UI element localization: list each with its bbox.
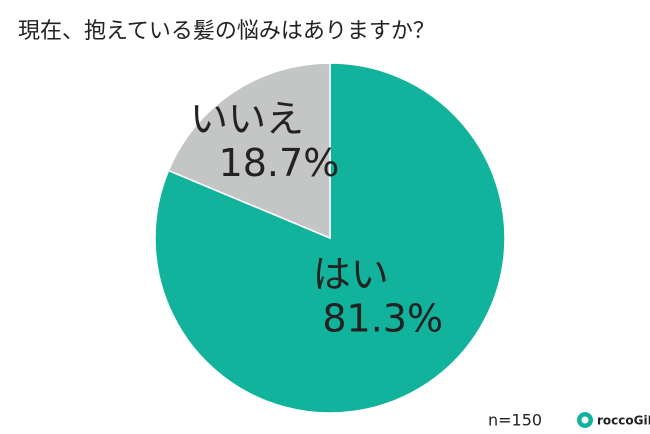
chart-title: 現在、抱えている髪の悩みはありますか？ [18,19,435,44]
slice-category-label: はい [313,253,389,297]
brand-logo: roccoGiRL [597,414,650,428]
sample-size-note: n=150 [488,411,542,430]
brand-logo-icon-inner [581,416,589,424]
pie-slice [167,62,331,240]
slice-category-label: いいえ [190,97,304,141]
slice-value-label: 18.7% [219,141,340,185]
slice-value-label: 81.3% [322,297,443,341]
